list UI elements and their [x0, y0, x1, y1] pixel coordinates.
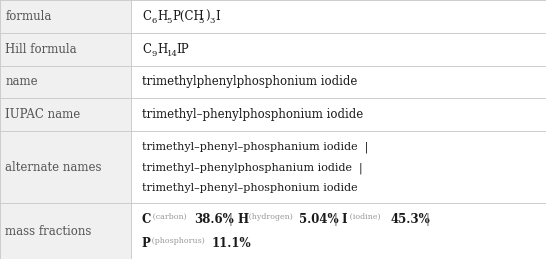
Text: P(CH: P(CH: [173, 10, 204, 23]
Text: trimethyl–phenylphosphonium iodide: trimethyl–phenylphosphonium iodide: [142, 108, 363, 121]
Text: 11.1%: 11.1%: [212, 237, 251, 250]
Text: formula: formula: [5, 10, 52, 23]
Text: ): ): [205, 10, 209, 23]
Bar: [131, 203, 546, 259]
Text: trimethyl–phenyl–phosphanium iodide  |: trimethyl–phenyl–phosphanium iodide |: [142, 142, 368, 154]
Text: 45.3%: 45.3%: [391, 213, 430, 226]
Text: C: C: [142, 10, 151, 23]
Text: C: C: [142, 43, 151, 56]
Text: 5.04%: 5.04%: [299, 213, 339, 226]
Text: trimethyl–phenylphosphanium iodide  |: trimethyl–phenylphosphanium iodide |: [142, 163, 363, 174]
Bar: [131, 33, 546, 66]
Text: 9: 9: [151, 50, 157, 58]
Text: IP: IP: [176, 43, 189, 56]
Bar: [0, 203, 131, 259]
Text: H: H: [157, 43, 168, 56]
Text: name: name: [5, 75, 38, 89]
Bar: [131, 66, 546, 98]
Text: (iodine): (iodine): [348, 213, 381, 221]
Bar: [131, 131, 546, 203]
Text: |: |: [425, 213, 429, 226]
Text: IUPAC name: IUPAC name: [5, 108, 81, 121]
Bar: [0, 33, 131, 66]
Text: 14: 14: [167, 50, 177, 58]
Bar: [0, 0, 131, 33]
Text: (carbon): (carbon): [151, 213, 187, 221]
Text: H: H: [157, 10, 168, 23]
Text: alternate names: alternate names: [5, 161, 102, 174]
Bar: [0, 66, 131, 98]
Text: H: H: [238, 213, 248, 226]
Text: trimethyl–phenyl–phosphonium iodide: trimethyl–phenyl–phosphonium iodide: [142, 183, 358, 193]
Text: mass fractions: mass fractions: [5, 225, 92, 238]
Text: 38.6%: 38.6%: [194, 213, 234, 226]
Bar: [0, 131, 131, 203]
Text: I: I: [215, 10, 220, 23]
Text: 5: 5: [167, 17, 172, 25]
Text: P: P: [142, 237, 151, 250]
Text: |: |: [333, 213, 337, 226]
Text: 3: 3: [199, 17, 204, 25]
Text: (hydrogen): (hydrogen): [247, 213, 293, 221]
Text: Hill formula: Hill formula: [5, 43, 77, 56]
Text: C: C: [142, 213, 151, 226]
Text: 6: 6: [151, 17, 157, 25]
Bar: [131, 98, 546, 131]
Text: I: I: [342, 213, 347, 226]
Text: |: |: [229, 213, 233, 226]
Text: trimethylphenylphosphonium iodide: trimethylphenylphosphonium iodide: [142, 75, 357, 89]
Text: (phosphorus): (phosphorus): [150, 237, 205, 245]
Text: 3: 3: [209, 17, 215, 25]
Bar: [131, 0, 546, 33]
Bar: [0, 98, 131, 131]
